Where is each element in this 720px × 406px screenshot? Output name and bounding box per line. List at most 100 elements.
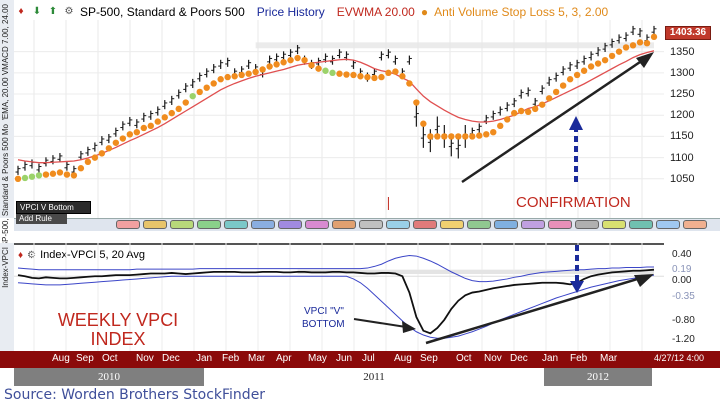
trend-arrow-head xyxy=(636,52,654,68)
color-swatch[interactable] xyxy=(575,220,599,229)
stop-loss-dot xyxy=(56,169,64,176)
price-history-label[interactable]: Price History xyxy=(256,5,325,19)
stop-loss-dot xyxy=(629,42,637,49)
price-tick-label: 1350 xyxy=(670,45,695,58)
color-swatch[interactable] xyxy=(224,220,248,229)
vpci-chart-svg: VPCI "V" BOTTOM xyxy=(14,243,664,351)
month-label: Jul xyxy=(362,353,375,364)
stop-loss-dot xyxy=(112,139,120,146)
vpci-line xyxy=(17,268,655,335)
stop-loss-dot xyxy=(490,128,497,136)
color-swatch[interactable] xyxy=(629,220,653,229)
vpci-v-bottom-button[interactable]: VPCI V Bottom xyxy=(16,201,91,214)
arrow-up-icon[interactable]: ⬆ xyxy=(48,6,58,17)
month-label: May xyxy=(308,353,327,364)
stop-loss-dot xyxy=(315,65,322,72)
side-label-middle: RS vs SP-500, Standard & Poors 500 Mo xyxy=(0,120,15,271)
price-panel[interactable] xyxy=(14,0,665,218)
month-label: Mar xyxy=(600,353,618,364)
color-swatch[interactable] xyxy=(116,220,140,229)
color-swatch[interactable] xyxy=(332,220,356,229)
add-rule-label: Add Rule xyxy=(19,214,52,223)
color-swatch[interactable] xyxy=(386,220,410,229)
stop-loss-dot xyxy=(280,59,287,66)
color-swatch[interactable] xyxy=(359,220,383,229)
color-swatch[interactable] xyxy=(170,220,194,229)
color-swatch[interactable] xyxy=(656,220,680,229)
month-label: Dec xyxy=(162,353,180,364)
vpci-axis: 0.40 0.19 0.00 -0.35 -0.80 -1.20 xyxy=(664,243,720,351)
stop-loss-dot xyxy=(308,62,315,69)
stop-loss-dot xyxy=(161,114,168,121)
color-swatch[interactable] xyxy=(548,220,572,229)
stop-loss-dot xyxy=(14,175,22,183)
month-label: Apr xyxy=(276,353,292,364)
stop-loss-dot xyxy=(70,172,78,179)
pin-icon[interactable]: ♦ xyxy=(18,6,24,17)
vpci-tick-label: -0.80 xyxy=(672,315,695,326)
month-label: Oct xyxy=(456,353,472,364)
stop-loss-dot xyxy=(301,56,308,64)
price-tick-label: 1100 xyxy=(670,151,694,164)
stop-loss-dot xyxy=(385,69,392,77)
color-swatch[interactable] xyxy=(413,220,437,229)
year-2010: 2010 xyxy=(14,368,204,386)
stop-loss-dot xyxy=(524,108,532,116)
month-label: Nov xyxy=(136,353,154,364)
stop-loss-dot xyxy=(231,73,238,80)
pin-icon[interactable]: ♦ xyxy=(18,249,24,261)
color-swatch[interactable] xyxy=(521,220,545,229)
color-swatch[interactable] xyxy=(602,220,626,229)
price-tick-label: 1150 xyxy=(670,130,694,143)
symbol-label[interactable]: SP-500, Standard & Poors 500 xyxy=(80,5,245,19)
stop-loss-dot xyxy=(594,60,602,67)
stop-loss-dot xyxy=(294,54,301,62)
color-swatch[interactable] xyxy=(143,220,167,229)
stop-loss-dot xyxy=(378,73,385,81)
stop-loss-dot xyxy=(476,132,483,139)
stop-loss-dot xyxy=(189,92,196,100)
confirmation-arrow-head xyxy=(569,116,583,130)
color-swatch[interactable] xyxy=(494,220,518,229)
year-axis: 2010 2011 2012 xyxy=(0,368,720,386)
v-bottom-label-line2: BOTTOM xyxy=(302,319,345,330)
settings-icon[interactable]: ⚙ xyxy=(27,249,37,261)
add-rule-button[interactable]: Add Rule xyxy=(16,214,67,224)
evwma-label[interactable]: EVWMA 20.00 xyxy=(336,5,415,19)
stop-loss-dot xyxy=(531,105,539,113)
timestamp-label: 4/27/12 4:00 xyxy=(654,353,705,363)
month-label: Jun xyxy=(336,353,353,364)
stop-loss-dot xyxy=(434,133,441,140)
arrow-down-icon[interactable]: ⬇ xyxy=(32,6,42,17)
color-swatch[interactable] xyxy=(305,220,329,229)
confirmation-label: CONFIRMATION xyxy=(516,194,631,211)
stop-loss-dot xyxy=(182,99,189,106)
time-axis: 4/27/12 4:00 Aug Sep Oct Nov Dec Jan Feb Mar Apr… xyxy=(0,351,720,368)
stop-loss-dot xyxy=(504,116,511,123)
stop-loss-dot xyxy=(399,73,406,80)
stop-loss-dot xyxy=(126,131,134,138)
month-label: Jan xyxy=(196,353,213,364)
stop-loss-dot xyxy=(105,145,113,152)
month-label: Aug xyxy=(394,353,412,364)
vpci-tick-label: 0.40 xyxy=(672,249,692,260)
stop-loss-dot xyxy=(545,95,553,102)
month-label: Feb xyxy=(570,353,588,364)
price-tick-label: 1250 xyxy=(670,88,695,101)
vpci-upper-band xyxy=(17,255,654,283)
color-swatch[interactable] xyxy=(467,220,491,229)
settings-icon[interactable]: ⚙ xyxy=(64,6,74,17)
source-caption: Source: Worden Brothers StockFinder xyxy=(4,387,266,403)
color-swatch[interactable] xyxy=(440,220,464,229)
color-swatch[interactable] xyxy=(197,220,221,229)
stop-loss-dot xyxy=(224,73,231,81)
color-swatch[interactable] xyxy=(251,220,275,229)
vpci-shaded-band xyxy=(297,269,654,275)
color-swatch[interactable] xyxy=(278,220,302,229)
stop-loss-label[interactable]: Anti Volume Stop Loss 5, 3, 2.00 xyxy=(434,5,609,19)
stop-loss-dot xyxy=(441,133,448,140)
color-swatch[interactable] xyxy=(683,220,707,229)
vpci-tick-label: -1.20 xyxy=(672,334,695,345)
vpci-button-label: VPCI V Bottom xyxy=(20,203,74,212)
